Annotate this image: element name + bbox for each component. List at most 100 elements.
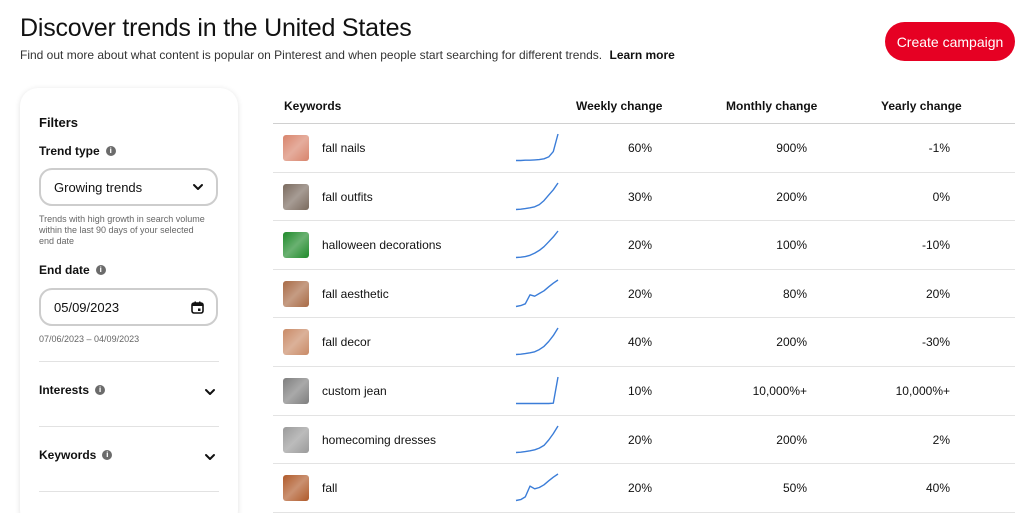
trend-sparkline xyxy=(515,425,559,453)
monthly-change: 200% xyxy=(776,432,807,447)
end-date-value: 05/09/2023 xyxy=(54,299,120,315)
chevron-down-icon[interactable] xyxy=(204,386,216,398)
yearly-change: 2% xyxy=(932,432,950,447)
keyword-thumbnail xyxy=(283,475,309,502)
table-header: Keywords Weekly change Monthly change Ye… xyxy=(273,88,1015,124)
trend-type-select[interactable]: Growing trends xyxy=(39,168,218,206)
yearly-change: 40% xyxy=(925,481,950,496)
info-icon[interactable]: i xyxy=(95,265,106,275)
weekly-change: 10% xyxy=(627,384,652,398)
keyword-text[interactable]: fall outfits xyxy=(322,189,373,204)
chevron-down-icon xyxy=(193,184,203,190)
keywords-label: Keywords xyxy=(39,448,97,462)
sparkline-path xyxy=(515,425,559,453)
table-row[interactable]: fall aesthetic 20% 80% 20% xyxy=(273,270,1015,319)
yearly-change: -10% xyxy=(921,238,950,253)
end-date-label-text: End date xyxy=(39,263,90,277)
keyword-thumbnail xyxy=(283,426,309,453)
divider xyxy=(39,491,219,492)
keyword-text[interactable]: fall aesthetic xyxy=(322,286,389,301)
keyword-thumbnail xyxy=(283,280,309,307)
info-icon[interactable]: i xyxy=(102,450,113,460)
filters-panel: Filters Trend type i Growing trends Tren… xyxy=(20,88,238,513)
sparkline-path xyxy=(515,328,559,356)
column-header-weekly[interactable]: Weekly change xyxy=(576,99,663,113)
yearly-change: -1% xyxy=(928,141,950,155)
keyword-thumbnail xyxy=(283,329,309,356)
keyword-thumbnail xyxy=(283,232,309,259)
monthly-change: 50% xyxy=(782,481,807,496)
keyword-text[interactable]: fall decor xyxy=(322,335,371,350)
yearly-change: 0% xyxy=(932,189,950,204)
divider xyxy=(39,426,219,427)
trend-sparkline xyxy=(515,182,559,210)
monthly-change: 100% xyxy=(776,238,807,253)
weekly-change: 20% xyxy=(627,481,652,496)
table-row[interactable]: fall decor 40% 200% -30% xyxy=(273,318,1015,367)
end-date-label: End date i xyxy=(39,263,106,277)
divider xyxy=(39,361,219,362)
keywords-toggle[interactable]: Keywords i xyxy=(39,448,113,462)
info-icon[interactable]: i xyxy=(95,385,106,395)
trend-type-helper: Trends with high growth in search volume… xyxy=(39,214,205,246)
monthly-change: 200% xyxy=(776,189,807,204)
keyword-text[interactable]: halloween decorations xyxy=(322,238,442,253)
trend-sparkline xyxy=(515,473,559,502)
info-icon[interactable]: i xyxy=(105,146,116,156)
trend-sparkline xyxy=(516,133,559,162)
weekly-change: 20% xyxy=(627,432,652,447)
yearly-change: -30% xyxy=(921,335,950,350)
sparkline-path xyxy=(515,279,559,307)
keyword-thumbnail xyxy=(283,378,309,404)
calendar-icon[interactable] xyxy=(191,301,204,314)
sparkline-path xyxy=(515,473,559,502)
monthly-change: 900% xyxy=(776,141,807,155)
column-header-keywords[interactable]: Keywords xyxy=(284,99,342,113)
weekly-change: 20% xyxy=(627,238,652,253)
monthly-change: 200% xyxy=(776,335,807,350)
learn-more-link[interactable]: Learn more xyxy=(609,48,675,62)
monthly-change: 80% xyxy=(782,286,807,301)
chevron-down-icon[interactable] xyxy=(204,451,216,463)
table-row[interactable]: fall 20% 50% 40% xyxy=(273,464,1015,513)
trend-sparkline xyxy=(516,376,559,405)
yearly-change: 10,000%+ xyxy=(895,384,950,398)
keyword-text[interactable]: fall xyxy=(322,481,338,496)
page-subtitle: Find out more about what content is popu… xyxy=(20,48,675,62)
trend-type-label: Trend type i xyxy=(39,144,116,158)
table-row[interactable]: halloween decorations 20% 100% -10% xyxy=(273,221,1015,270)
trend-sparkline xyxy=(515,328,559,356)
sparkline-path xyxy=(516,133,559,162)
create-campaign-button[interactable]: Create campaign xyxy=(885,22,1015,61)
trend-sparkline xyxy=(515,230,559,259)
keyword-thumbnail xyxy=(283,135,309,161)
trend-type-label-text: Trend type xyxy=(39,144,100,158)
weekly-change: 40% xyxy=(627,335,652,350)
filters-title: Filters xyxy=(39,115,79,130)
keyword-text[interactable]: custom jean xyxy=(322,384,387,398)
column-header-monthly[interactable]: Monthly change xyxy=(726,99,818,113)
sparkline-path xyxy=(516,376,559,405)
sparkline-path xyxy=(515,182,559,210)
weekly-change: 60% xyxy=(627,141,652,155)
interests-toggle[interactable]: Interests i xyxy=(39,383,106,397)
table-row[interactable]: fall outfits 30% 200% 0% xyxy=(273,173,1015,222)
subtitle-text: Find out more about what content is popu… xyxy=(20,48,603,62)
end-date-field[interactable]: 05/09/2023 xyxy=(39,288,218,326)
keyword-text[interactable]: homecoming dresses xyxy=(322,432,437,447)
interests-label: Interests xyxy=(39,383,90,397)
trend-type-value: Growing trends xyxy=(54,179,143,195)
weekly-change: 20% xyxy=(627,286,652,301)
page-title: Discover trends in the United States xyxy=(20,14,412,42)
table-row[interactable]: custom jean 10% 10,000%+ 10,000%+ xyxy=(273,367,1015,416)
keyword-thumbnail xyxy=(283,183,309,210)
header-divider xyxy=(273,123,1015,124)
yearly-change: 20% xyxy=(925,286,950,301)
weekly-change: 30% xyxy=(627,189,652,204)
monthly-change: 10,000%+ xyxy=(752,384,807,398)
trend-sparkline xyxy=(515,279,559,307)
keyword-text[interactable]: fall nails xyxy=(322,141,366,155)
column-header-yearly[interactable]: Yearly change xyxy=(881,99,962,113)
table-row[interactable]: homecoming dresses 20% 200% 2% xyxy=(273,416,1015,465)
table-row[interactable]: fall nails 60% 900% -1% xyxy=(273,124,1015,173)
